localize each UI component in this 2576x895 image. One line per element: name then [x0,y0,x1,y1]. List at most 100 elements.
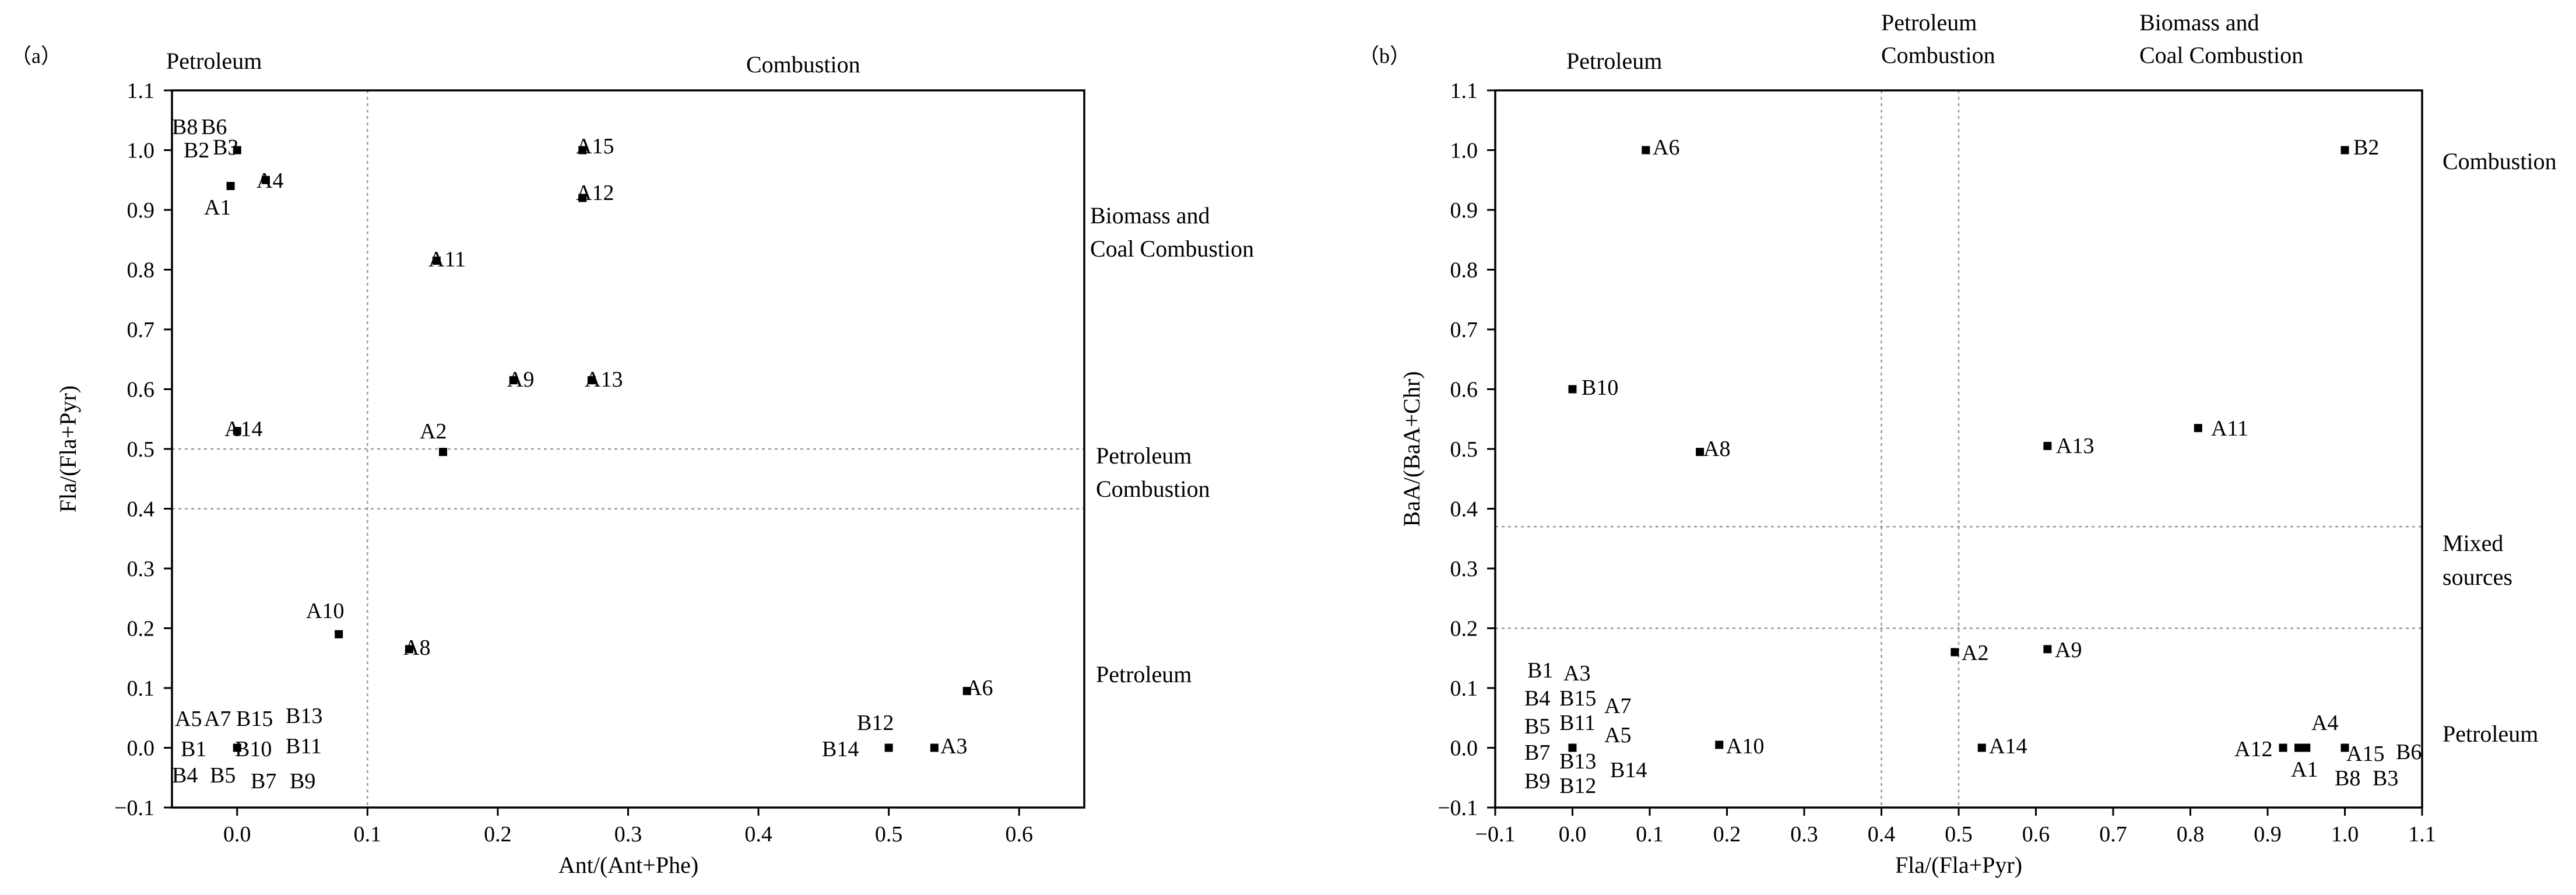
data-point [432,257,441,265]
y-axis-title: Fla/(Fla+Pyr) [55,385,81,513]
y-tick-label: −0.1 [1438,796,1478,820]
point-label: B6 [2396,740,2422,764]
point-label: A4 [256,169,283,193]
x-tick-label: 0.7 [2099,822,2127,847]
y-tick-label: 0.6 [1450,378,1478,402]
region-label: Petroleum [1566,48,1662,74]
x-tick-label: 0.9 [2254,822,2282,847]
region-label: Biomass and [2139,9,2259,36]
point-label: A13 [585,367,623,392]
point-label: B10 [235,737,272,761]
point-label: B5 [210,763,236,788]
point-label: A10 [1726,734,1764,759]
point-label: B8 [172,115,198,139]
data-point [578,146,587,155]
y-tick-label: 0.3 [127,557,155,581]
point-label: A9 [507,367,534,392]
y-tick-label: 0.3 [1450,557,1478,581]
point-label: B1 [1527,658,1553,683]
data-point [2279,743,2287,752]
region-label: Combustion [1881,42,1995,68]
x-tick-label: 0.0 [223,822,251,847]
data-point [233,743,241,752]
region-label: sources [2443,564,2512,590]
point-label: A5 [1604,723,1631,747]
point-label: B13 [1559,749,1596,774]
point-label: A6 [966,676,993,700]
x-tick-label: 1.1 [2408,822,2436,847]
y-tick-label: 0.8 [1450,258,1478,283]
panel-a: 0.0 0.1 0.2 0.3 0.4 0.5 0.6 −0.1 0.0 0.1 0.2 0.3 0.4… [10,44,1254,878]
point-label: A9 [2055,638,2082,662]
region-label: Petroleum [166,48,262,74]
data-point [2302,743,2311,752]
y-tick-label: 0.1 [127,676,155,701]
point-label: A7 [1604,694,1631,718]
point-label: A11 [428,247,466,272]
region-label: Coal Combustion [2139,42,2303,68]
data-point [1642,146,1650,155]
data-point [587,376,596,385]
data-point [962,687,971,696]
data-point [335,630,343,638]
data-point [2340,146,2349,155]
point-label: B2 [184,138,209,163]
y-tick-label: 1.1 [1450,79,1478,103]
point-label: B5 [1524,714,1550,739]
point-label: A7 [204,707,231,731]
y-tick-label: 1.0 [1450,139,1478,163]
y-tick-label: 1.0 [127,139,155,163]
data-point [226,182,235,190]
data-point [1715,740,1724,749]
point-label: B9 [290,769,315,794]
point-label: A12 [2234,737,2272,761]
y-tick-label: 0.5 [127,437,155,462]
point-label: A3 [940,734,967,759]
y-tick-label: 0.0 [1450,736,1478,761]
y-tick-label: 0.8 [127,258,155,283]
x-tick-label: 0.2 [1713,822,1741,847]
panel-label: （a） [10,44,62,68]
point-label: B6 [201,115,227,139]
point-label: B2 [2353,135,2379,160]
data-point [509,376,518,385]
point-label: B12 [1559,774,1596,798]
point-label: A3 [1563,661,1590,686]
point-label: A5 [175,707,202,731]
point-label: B4 [172,763,198,788]
x-tick-label: 0.6 [1005,822,1033,847]
data-point [930,743,939,752]
data-point [439,448,448,457]
point-label: B15 [236,707,273,731]
data-point [1977,743,1986,752]
x-tick-label: 0.1 [354,822,382,847]
point-label: A11 [2211,416,2248,441]
data-point [2294,743,2303,752]
x-tick-label: −0.1 [1475,822,1516,847]
y-tick-label: 0.4 [1450,497,1478,522]
y-tick-label: 0.9 [127,198,155,223]
x-axis-title: Ant/(Ant+Phe) [558,852,698,878]
x-tick-label: 0.3 [614,822,642,847]
point-label: B3 [2373,766,2398,791]
point-label: B11 [1559,711,1595,735]
data-point [405,645,413,654]
point-label: A2 [1962,641,1988,665]
x-tick-label: 0.6 [2022,822,2050,847]
x-tick-label: 0.8 [2177,822,2205,847]
region-label: Petroleum [1096,443,1192,469]
data-point [2194,424,2202,433]
point-label: B1 [181,737,206,761]
y-tick-label: 0.9 [1450,198,1478,223]
point-label: A8 [403,636,430,660]
y-tick-label: −0.1 [114,796,154,820]
point-label: B12 [857,711,894,735]
data-point [884,743,893,752]
point-label: B3 [213,135,238,160]
point-label: B8 [2335,766,2360,791]
y-tick-label: 0.0 [127,736,155,761]
point-label: B11 [286,734,322,759]
point-label: B14 [822,737,859,761]
data-point [1696,448,1705,457]
data-point [2340,743,2349,752]
